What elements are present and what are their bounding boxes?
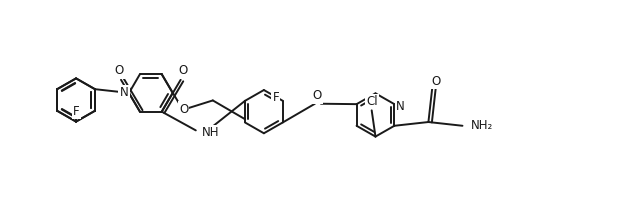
Text: NH₂: NH₂ (471, 119, 493, 132)
Text: O: O (179, 103, 188, 115)
Text: NH: NH (202, 126, 219, 139)
Text: O: O (114, 64, 123, 77)
Text: O: O (178, 64, 187, 77)
Text: N: N (396, 100, 405, 113)
Text: F: F (273, 91, 279, 104)
Text: F: F (73, 105, 79, 118)
Text: O: O (312, 89, 322, 102)
Text: Cl: Cl (366, 95, 378, 108)
Text: O: O (432, 75, 441, 88)
Text: N: N (120, 86, 128, 99)
